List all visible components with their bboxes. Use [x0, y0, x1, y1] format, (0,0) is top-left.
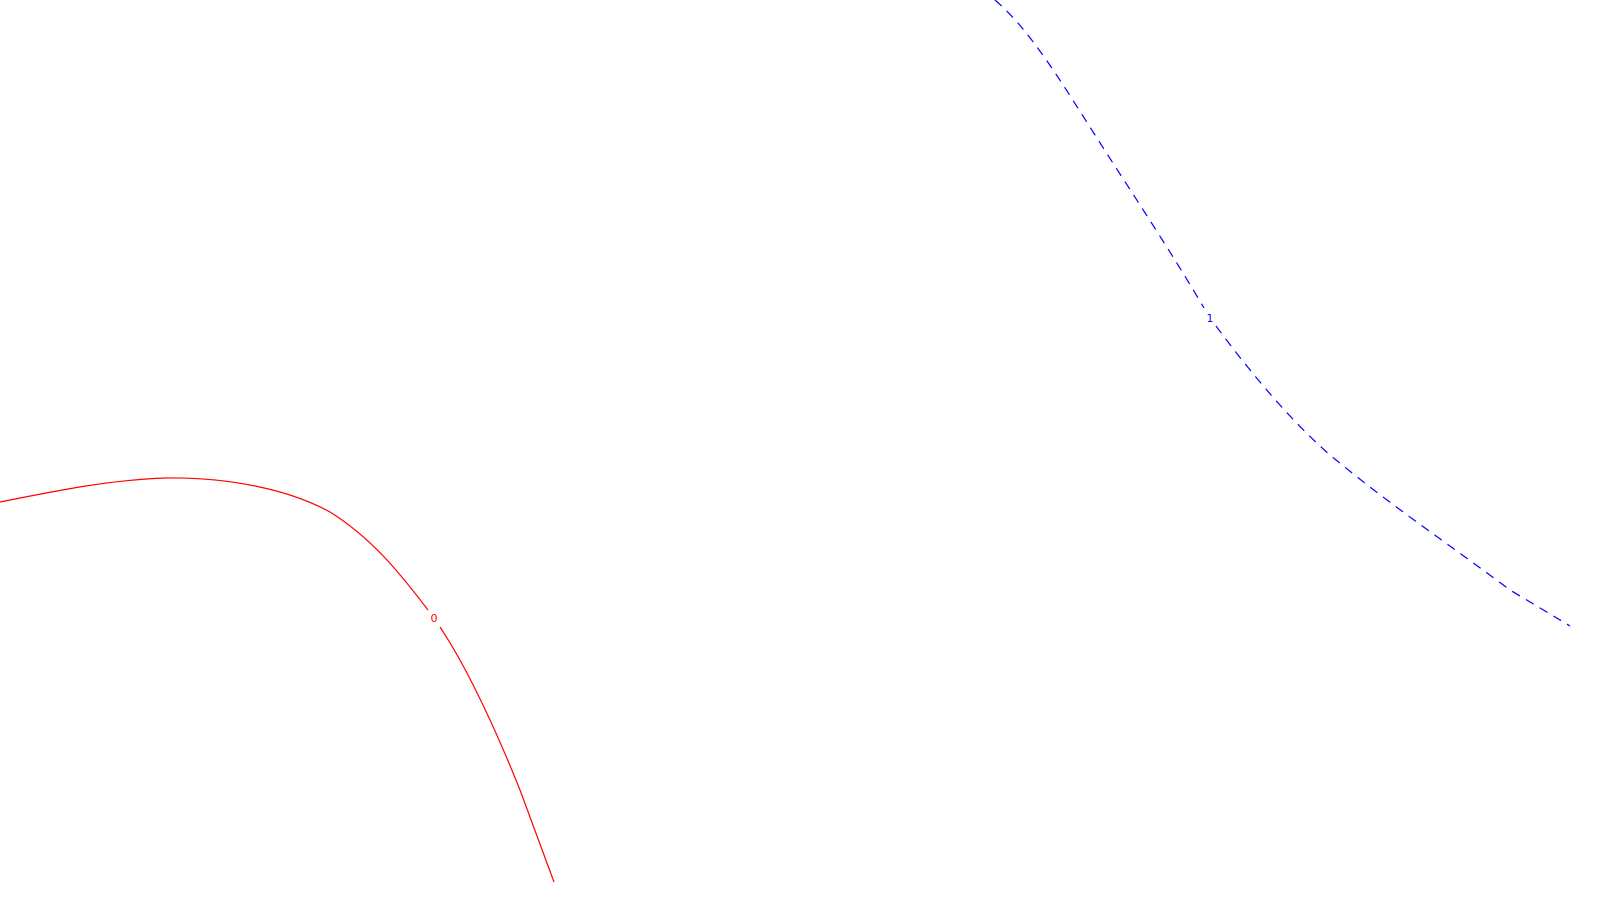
- contour-line-1: 1: [994, 0, 1571, 627]
- contour-label-1: 1: [1207, 312, 1214, 325]
- contour-1-path: [994, 0, 1571, 627]
- contour-line-0: 0: [0, 477, 555, 883]
- contour-0-path: [0, 477, 555, 883]
- contour-label-0: 0: [431, 612, 438, 625]
